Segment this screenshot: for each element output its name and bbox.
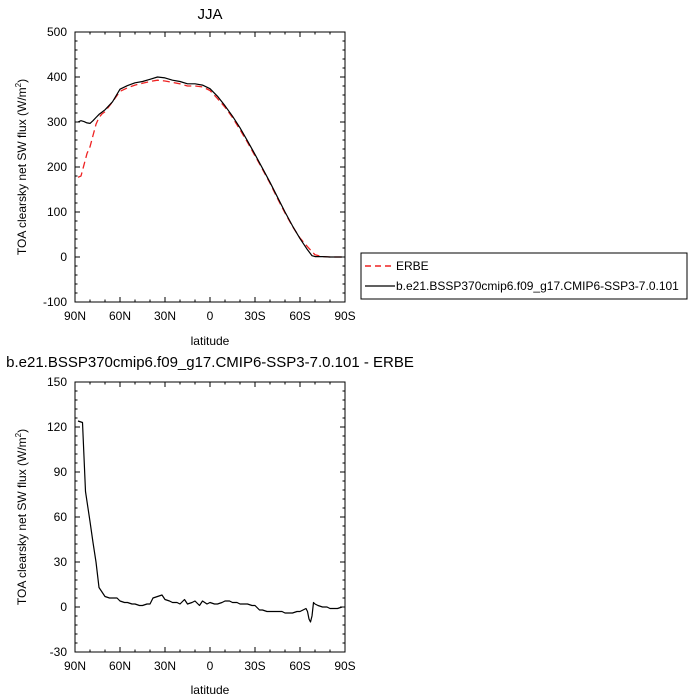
- bottom-x-tick-label: 60N: [109, 659, 131, 673]
- bottom-series-group: [77, 420, 343, 623]
- bottom-y-tick-label: -30: [50, 645, 68, 659]
- top-plot-frame: [74, 31, 346, 303]
- bottom-y-tick-label: 90: [54, 465, 68, 479]
- bottom-title: b.e21.BSSP370cmip6.f09_g17.CMIP6-SSP3-7.…: [6, 354, 414, 371]
- bottom-x-tick-label: 0: [207, 659, 214, 673]
- bottom-x-tick-label: 90S: [334, 659, 355, 673]
- top-y-tick-label: -100: [43, 295, 67, 309]
- top-series-line-1: [77, 76, 342, 258]
- top-panel: JJA 90N 60N 30N 0 30S 60S 90S -100 0 100 200 300 400…: [14, 6, 356, 348]
- bottom-series-line-0: [77, 420, 343, 623]
- bottom-y-tick-label: 0: [60, 600, 67, 614]
- top-x-axis-label: latitude: [191, 334, 230, 348]
- legend-box: [360, 252, 688, 300]
- bottom-y-axis-label: TOA clearsky net SW flux (W/m2): [14, 429, 29, 605]
- top-series-group: [77, 76, 342, 258]
- top-x-tick-label: 60N: [109, 309, 131, 323]
- top-series-line-0: [77, 79, 342, 258]
- bottom-y-tick-label: 120: [47, 420, 67, 434]
- bottom-x-axis-label: latitude: [191, 683, 230, 697]
- bottom-plot-frame: [74, 381, 346, 653]
- bottom-y-tick-label: 60: [54, 510, 68, 524]
- top-x-tick-label: 30S: [244, 309, 265, 323]
- top-y-tick-label: 200: [47, 160, 67, 174]
- bottom-x-tick-label: 30S: [244, 659, 265, 673]
- bottom-x-tick-label: 60S: [289, 659, 310, 673]
- top-x-tick-label: 0: [207, 309, 214, 323]
- bottom-y-tick-label: 150: [47, 375, 67, 389]
- bottom-x-tick-label: 30N: [154, 659, 176, 673]
- top-x-tick-label: 90S: [334, 309, 355, 323]
- top-x-tick-label: 90N: [64, 309, 86, 323]
- legend: ERBE b.e21.BSSP370cmip6.f09_g17.CMIP6-SS…: [360, 252, 688, 300]
- top-y-axis-label: TOA clearsky net SW flux (W/m2): [14, 79, 29, 255]
- legend-model-label: b.e21.BSSP370cmip6.f09_g17.CMIP6-SSP3-7.…: [396, 279, 679, 293]
- top-y-tick-label: 100: [47, 205, 67, 219]
- top-y-tick-label: 300: [47, 115, 67, 129]
- bottom-x-tick-label: 90N: [64, 659, 86, 673]
- top-x-tick-label: 30N: [154, 309, 176, 323]
- bottom-y-tick-label: 30: [54, 555, 68, 569]
- bottom-axis-ticks: 90N 60N 30N 0 30S 60S 90S -30 0 30 60 90 120 150: [47, 375, 356, 673]
- top-x-tick-label: 60S: [289, 309, 310, 323]
- top-y-tick-label: 500: [47, 25, 67, 39]
- top-axis-ticks: 90N 60N 30N 0 30S 60S 90S -100 0 100 200 300 400 500: [43, 25, 356, 323]
- bottom-panel: b.e21.BSSP370cmip6.f09_g17.CMIP6-SSP3-7.…: [6, 354, 414, 697]
- top-y-tick-label: 400: [47, 70, 67, 84]
- top-title: JJA: [197, 6, 222, 23]
- legend-erbe-label: ERBE: [396, 259, 429, 273]
- top-y-tick-label: 0: [60, 250, 67, 264]
